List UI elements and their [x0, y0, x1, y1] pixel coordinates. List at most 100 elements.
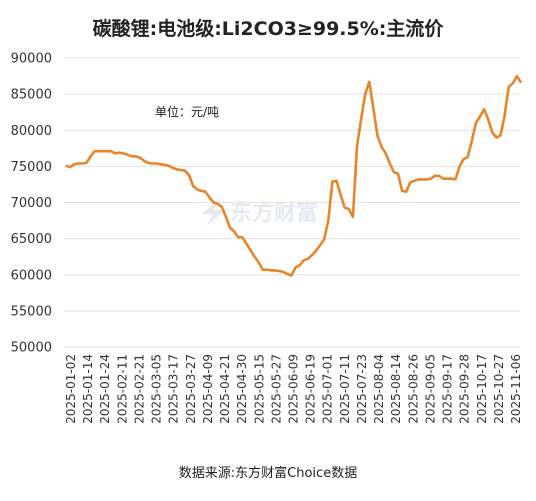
data-point [221, 206, 223, 208]
y-tick-label: 70000 [11, 196, 52, 211]
data-point [491, 131, 493, 133]
x-tick-label: 2025-10-27 [492, 354, 506, 424]
data-point [381, 146, 383, 148]
data-point [114, 152, 116, 154]
data-point [204, 191, 206, 193]
data-point [192, 185, 194, 187]
data-point [233, 230, 235, 232]
x-tick-label: 2025-09-17 [441, 354, 455, 424]
data-point [282, 271, 284, 273]
data-point [307, 258, 309, 260]
data-point [180, 169, 182, 171]
data-point [225, 216, 227, 218]
x-tick-label: 2025-02-11 [115, 354, 129, 424]
x-tick-label: 2025-06-09 [287, 354, 301, 424]
data-point [438, 175, 440, 177]
x-tick-label: 2025-08-04 [372, 354, 386, 424]
chart-title: 碳酸锂:电池级:Li2CO3≥99.5%:主流价 [92, 18, 444, 40]
x-tick-label: 2025-01-14 [81, 354, 95, 424]
x-tick-label: 2025-03-05 [150, 354, 164, 424]
data-point [188, 174, 190, 176]
data-point [213, 201, 215, 204]
data-point [303, 259, 305, 261]
watermark-logo-icon [201, 198, 226, 226]
y-tick-label: 80000 [11, 124, 52, 139]
data-point [487, 118, 489, 120]
data-point [266, 269, 268, 271]
x-tick-label: 2025-08-26 [406, 354, 420, 424]
watermark: 东方财富 [201, 198, 318, 226]
data-point [417, 178, 420, 180]
data-point [520, 82, 522, 84]
data-point [151, 162, 153, 165]
data-point [467, 156, 469, 158]
x-tick-label: 2025-08-14 [389, 354, 403, 424]
data-point [430, 178, 432, 180]
x-tick-label: 2025-07-11 [338, 354, 352, 424]
y-tick-label: 50000 [11, 341, 52, 356]
data-point [422, 178, 424, 180]
data-point [344, 207, 346, 209]
data-point [163, 164, 165, 166]
source-note: 数据来源:东方财富Choice数据 [178, 466, 358, 481]
data-point [278, 270, 280, 272]
x-tick-label: 2025-11-06 [509, 354, 523, 424]
x-tick-label: 2025-04-09 [201, 354, 215, 424]
x-tick-label: 2025-02-21 [132, 354, 146, 424]
data-point [434, 175, 436, 177]
x-tick-label: 2025-09-05 [423, 354, 437, 424]
data-point [294, 266, 297, 269]
data-point [348, 208, 350, 210]
data-point [368, 81, 370, 83]
data-point [102, 150, 104, 152]
data-point [85, 162, 88, 164]
data-point [217, 203, 219, 205]
data-point [508, 86, 510, 88]
data-point [139, 157, 141, 159]
data-point [77, 162, 79, 165]
data-point [73, 163, 75, 165]
data-point [159, 163, 161, 165]
data-point [200, 190, 202, 192]
data-point [126, 154, 129, 156]
data-point [323, 238, 325, 240]
data-point [122, 152, 124, 154]
x-tick-label: 2025-01-02 [64, 354, 78, 424]
data-point [360, 118, 362, 120]
data-point [499, 134, 502, 136]
watermark-text: 东方财富 [230, 200, 318, 226]
data-point [270, 269, 272, 271]
data-point [516, 75, 518, 77]
unit-label: 单位：元/吨 [155, 104, 219, 119]
data-point [176, 168, 178, 170]
data-point [372, 108, 374, 110]
data-point [413, 180, 415, 182]
data-point [327, 220, 329, 222]
y-tick-label: 55000 [11, 304, 52, 319]
data-point [483, 108, 485, 110]
data-point [315, 250, 317, 252]
x-tick-label: 2025-04-30 [235, 354, 249, 424]
data-point [450, 178, 452, 180]
data-point [184, 170, 186, 172]
data-point [454, 178, 456, 180]
data-point [364, 93, 366, 95]
data-point [426, 178, 428, 180]
x-tick-label: 2025-03-27 [184, 354, 198, 424]
data-point [131, 155, 133, 157]
x-tick-label: 2025-07-01 [321, 354, 335, 424]
data-point [311, 254, 313, 256]
x-tick-label: 2025-05-27 [269, 354, 283, 424]
data-point [446, 178, 448, 180]
y-tick-label: 65000 [11, 232, 52, 247]
data-point [458, 165, 461, 167]
data-point [352, 216, 354, 218]
x-tick-label: 2025-06-19 [304, 354, 318, 424]
data-point [81, 162, 83, 165]
data-point [405, 191, 407, 193]
y-tick-label: 60000 [11, 268, 52, 283]
price-points [65, 75, 522, 277]
data-point [504, 115, 506, 117]
data-point [397, 173, 399, 175]
data-point [98, 150, 100, 152]
